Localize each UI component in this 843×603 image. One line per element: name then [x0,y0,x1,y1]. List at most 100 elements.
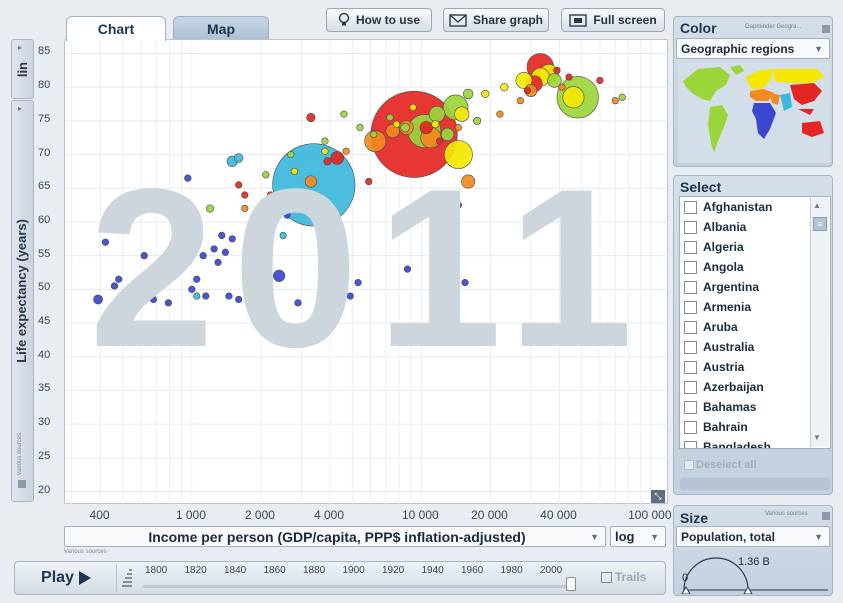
data-bubble[interactable] [523,86,532,95]
data-bubble[interactable] [340,110,348,118]
data-bubble[interactable] [409,103,417,111]
data-bubble[interactable] [244,282,252,290]
data-bubble[interactable] [463,88,474,100]
select-search-field[interactable] [680,478,830,490]
scroll-thumb[interactable]: ≡ [813,217,827,231]
data-bubble[interactable] [364,130,387,153]
data-bubble[interactable] [290,167,299,176]
data-bubble[interactable] [496,110,504,118]
data-bubble[interactable] [126,208,135,216]
full-screen-button[interactable]: Full screen [561,8,665,32]
data-bubble[interactable] [516,97,524,105]
data-bubble[interactable] [206,204,215,213]
data-bubble[interactable] [184,174,192,182]
trails-toggle[interactable]: Trails [601,570,646,584]
country-checkbox[interactable] [684,320,697,334]
country-item[interactable]: Bahamas [680,397,830,417]
data-bubble[interactable] [115,275,123,283]
data-bubble[interactable] [431,120,440,129]
data-bubble[interactable] [454,124,462,132]
data-bubble[interactable] [160,272,169,280]
expand-icon[interactable]: ⤡ [651,490,665,503]
country-item[interactable]: Australia [680,337,830,357]
data-bubble[interactable] [558,83,566,91]
data-bubble[interactable] [214,258,222,266]
data-bubble[interactable] [419,121,433,135]
data-bubble[interactable] [266,191,275,199]
country-item[interactable]: Bahrain [680,417,830,437]
data-bubble[interactable] [386,113,394,122]
country-item[interactable]: Argentina [680,277,830,297]
share-graph-button[interactable]: Share graph [443,8,549,32]
country-item[interactable]: Armenia [680,297,830,317]
data-bubble[interactable] [188,285,196,293]
data-bubble[interactable] [273,269,286,282]
speed-icon[interactable] [121,566,133,588]
data-bubble[interactable] [110,282,119,290]
data-bubble[interactable] [210,245,218,253]
data-bubble[interactable] [451,265,459,273]
data-bubble[interactable] [193,292,201,300]
data-bubble[interactable] [93,294,103,305]
country-checkbox[interactable] [684,420,697,434]
country-checkbox[interactable] [684,240,697,254]
data-bubble[interactable] [562,86,585,109]
country-checkbox[interactable] [684,340,697,354]
data-bubble[interactable] [461,174,476,189]
timeline-track[interactable] [143,585,575,588]
country-checkbox[interactable] [684,280,697,294]
data-bubble[interactable] [444,140,473,169]
data-bubble[interactable] [171,224,180,233]
country-checkbox[interactable] [684,260,697,274]
country-checkbox[interactable] [684,440,697,448]
data-bubble[interactable] [428,105,446,123]
data-bubble[interactable] [461,279,469,287]
data-bubble[interactable] [101,238,110,246]
x-axis-selector[interactable]: Income per person (GDP/capita, PPP$ infl… [64,526,606,547]
scroll-down-icon[interactable]: ▼ [813,433,821,442]
country-checkbox[interactable] [684,200,697,214]
deselect-all-button[interactable]: Deselect all [684,459,757,471]
data-bubble[interactable] [365,177,373,186]
data-bubble[interactable] [473,116,482,125]
data-bubble[interactable] [400,122,410,133]
data-bubble[interactable] [547,73,562,88]
region-world-map[interactable] [678,63,830,163]
data-bubble[interactable] [279,231,287,240]
data-bubble[interactable] [130,295,138,304]
country-checkbox[interactable] [684,360,697,374]
country-item[interactable]: Afghanistan [680,197,830,217]
data-bubble[interactable] [304,175,317,188]
country-checkbox[interactable] [684,400,697,414]
country-item[interactable]: Austria [680,357,830,377]
data-bubble[interactable] [164,299,172,307]
data-bubble[interactable] [221,248,230,256]
data-bubble[interactable] [294,299,302,307]
data-bubble[interactable] [193,275,201,283]
data-bubble[interactable] [481,89,490,98]
tab-chart[interactable]: Chart [66,16,166,41]
data-bubble[interactable] [370,130,378,138]
data-bubble[interactable] [315,225,324,233]
country-item[interactable]: Aruba [680,317,830,337]
data-bubble[interactable] [181,258,189,266]
chart-area[interactable]: 2011 ⤡ [64,39,669,505]
data-bubble[interactable] [177,238,185,246]
data-bubble[interactable] [140,252,148,260]
play-button[interactable]: Play [17,564,117,592]
country-checkbox[interactable] [684,380,697,394]
data-bubble[interactable] [262,171,270,179]
data-bubble[interactable] [392,120,401,128]
y-scale-selector[interactable]: ▸ lin [11,39,34,99]
country-checkbox[interactable] [684,220,697,234]
country-item[interactable]: Azerbaijan [680,377,830,397]
data-bubble[interactable] [323,157,332,166]
data-bubble[interactable] [356,123,364,132]
data-bubble[interactable] [565,73,573,81]
data-bubble[interactable] [596,76,604,85]
data-bubble[interactable] [235,295,243,304]
scroll-up-icon[interactable]: ▲ [813,201,821,210]
data-bubble[interactable] [218,231,226,240]
tab-map[interactable]: Map [173,16,269,40]
color-indicator-selector[interactable]: Geographic regions ▼ [676,38,830,59]
